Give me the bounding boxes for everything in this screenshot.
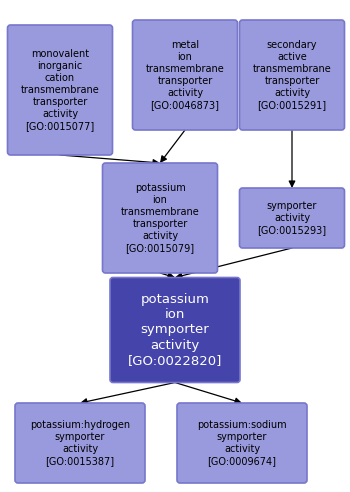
Text: metal
ion
transmembrane
transporter
activity
[GO:0046873]: metal ion transmembrane transporter acti…	[146, 40, 224, 110]
Text: symporter
activity
[GO:0015293]: symporter activity [GO:0015293]	[258, 201, 327, 235]
FancyBboxPatch shape	[15, 403, 145, 483]
FancyBboxPatch shape	[239, 20, 344, 130]
Text: potassium
ion
transmembrane
transporter
activity
[GO:0015079]: potassium ion transmembrane transporter …	[121, 183, 199, 253]
Text: potassium:sodium
symporter
activity
[GO:0009674]: potassium:sodium symporter activity [GO:…	[197, 420, 287, 466]
Text: potassium:hydrogen
symporter
activity
[GO:0015387]: potassium:hydrogen symporter activity [G…	[30, 420, 130, 466]
FancyBboxPatch shape	[103, 163, 217, 273]
Text: secondary
active
transmembrane
transporter
activity
[GO:0015291]: secondary active transmembrane transport…	[253, 40, 331, 110]
FancyBboxPatch shape	[177, 403, 307, 483]
Text: monovalent
inorganic
cation
transmembrane
transporter
activity
[GO:0015077]: monovalent inorganic cation transmembran…	[21, 49, 99, 131]
Text: potassium
ion
symporter
activity
[GO:0022820]: potassium ion symporter activity [GO:002…	[128, 293, 222, 368]
FancyBboxPatch shape	[133, 20, 238, 130]
FancyBboxPatch shape	[110, 277, 240, 382]
FancyBboxPatch shape	[7, 25, 112, 155]
FancyBboxPatch shape	[239, 188, 344, 248]
